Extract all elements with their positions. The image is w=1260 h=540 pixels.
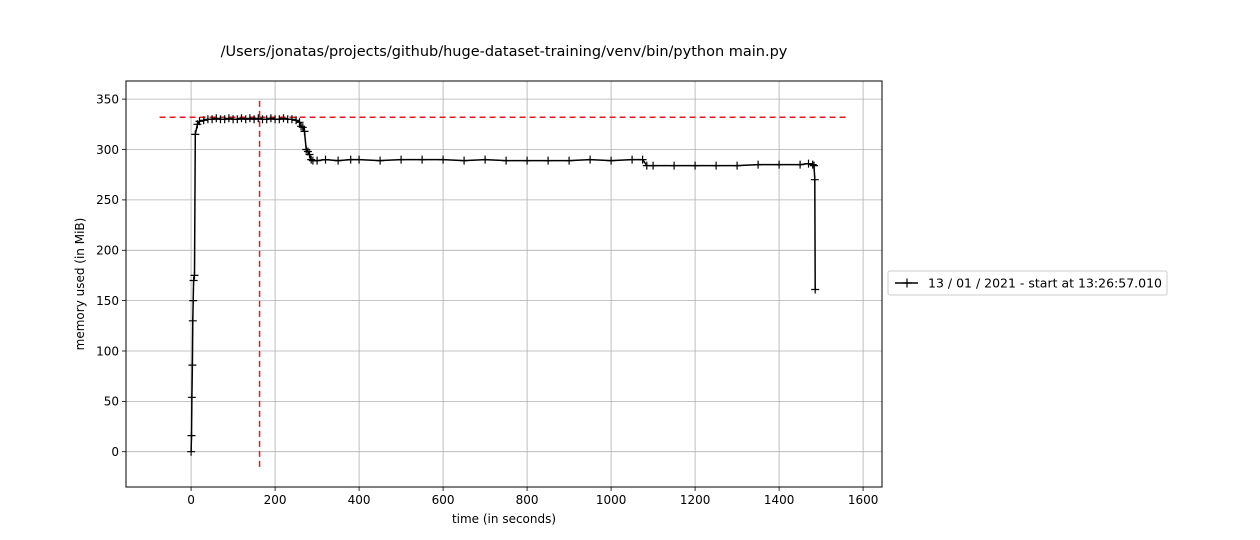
series-point bbox=[187, 393, 196, 402]
series-point bbox=[188, 316, 197, 325]
series-point bbox=[418, 155, 427, 164]
series-point bbox=[266, 114, 275, 123]
series-point bbox=[775, 160, 784, 169]
series-point bbox=[297, 122, 306, 131]
series-point bbox=[189, 296, 198, 305]
series-point bbox=[313, 156, 322, 165]
series-point bbox=[321, 155, 330, 164]
series-point bbox=[670, 161, 679, 170]
x-tick-label: 600 bbox=[432, 493, 455, 507]
series-point bbox=[241, 115, 250, 124]
series-layer bbox=[187, 114, 820, 456]
series-point bbox=[254, 114, 263, 123]
series-point bbox=[191, 130, 200, 139]
y-tick-label: 150 bbox=[96, 294, 119, 308]
plot-frame bbox=[125, 80, 883, 488]
series-point bbox=[292, 116, 301, 125]
series-point bbox=[224, 114, 233, 123]
x-tick-label: 200 bbox=[264, 493, 287, 507]
series-point bbox=[810, 161, 818, 170]
x-tick-label: 1400 bbox=[764, 493, 795, 507]
y-axis: 0 50 100 150 200 250 300 350 bbox=[96, 92, 126, 459]
series-point bbox=[544, 156, 553, 165]
series-point bbox=[245, 114, 254, 123]
series-point bbox=[300, 127, 309, 136]
series-point bbox=[237, 114, 246, 123]
series-point bbox=[212, 114, 221, 123]
series-point bbox=[796, 160, 805, 169]
series-point bbox=[481, 155, 490, 164]
series-point bbox=[810, 175, 819, 184]
y-tick-label: 300 bbox=[96, 143, 119, 157]
series-point bbox=[346, 155, 355, 164]
series-point bbox=[811, 285, 820, 294]
series-point bbox=[355, 155, 364, 164]
x-tick-label: 800 bbox=[516, 493, 539, 507]
series-point bbox=[376, 156, 385, 165]
legend: 13 / 01 / 2021 - start at 13:26:57.010 bbox=[887, 270, 1168, 296]
series-point bbox=[233, 115, 242, 124]
series-point bbox=[523, 156, 532, 165]
series-point bbox=[804, 159, 813, 168]
series-point bbox=[305, 150, 314, 159]
x-tick-label: 0 bbox=[187, 493, 195, 507]
grid bbox=[126, 81, 882, 487]
legend-marker bbox=[902, 278, 912, 288]
series-point bbox=[607, 156, 616, 165]
series-point bbox=[808, 160, 817, 169]
x-axis: 0 200 400 600 800 1000 1200 1400 1600 bbox=[187, 487, 878, 507]
x-tick-label: 1600 bbox=[848, 493, 879, 507]
y-tick-label: 0 bbox=[111, 445, 119, 459]
y-tick-label: 100 bbox=[96, 344, 119, 358]
legend-frame bbox=[887, 270, 1168, 296]
series-point bbox=[691, 161, 700, 170]
series-point bbox=[188, 361, 197, 370]
series-point bbox=[189, 276, 198, 285]
series-point bbox=[287, 115, 296, 124]
x-axis-label: time (in seconds) bbox=[452, 512, 556, 526]
series-point bbox=[295, 118, 304, 127]
series-point bbox=[754, 160, 763, 169]
series-point bbox=[199, 116, 208, 125]
series-point bbox=[187, 447, 196, 456]
series-point bbox=[334, 156, 343, 165]
y-tick-label: 250 bbox=[96, 193, 119, 207]
y-axis-label: memory used (in MiB) bbox=[73, 218, 87, 351]
series-point bbox=[190, 271, 199, 280]
series-point bbox=[649, 161, 658, 170]
series-point bbox=[712, 161, 721, 170]
series-point bbox=[262, 115, 271, 124]
series-point bbox=[302, 145, 311, 154]
series-point bbox=[733, 161, 742, 170]
series-point bbox=[279, 114, 288, 123]
series-point bbox=[439, 155, 448, 164]
x-tick-label: 1000 bbox=[596, 493, 627, 507]
y-tick-label: 50 bbox=[104, 395, 119, 409]
series-point bbox=[187, 431, 196, 440]
series-point bbox=[208, 115, 217, 124]
series-point bbox=[275, 115, 284, 124]
y-tick-label: 200 bbox=[96, 244, 119, 258]
series-point bbox=[586, 155, 595, 164]
series-point bbox=[220, 115, 229, 124]
series-point bbox=[565, 156, 574, 165]
series-point bbox=[298, 123, 307, 132]
series-point bbox=[502, 156, 511, 165]
legend-entry-label: 13 / 01 / 2021 - start at 13:26:57.010 bbox=[928, 276, 1162, 291]
y-tick-label: 350 bbox=[96, 92, 119, 106]
series-point bbox=[460, 156, 469, 165]
series-point bbox=[628, 155, 637, 164]
series-point bbox=[397, 155, 406, 164]
series-point bbox=[307, 155, 316, 164]
series-point bbox=[250, 115, 259, 124]
reference-lines bbox=[159, 97, 847, 467]
x-tick-label: 1200 bbox=[680, 493, 711, 507]
series-point bbox=[638, 155, 647, 164]
x-tick-label: 400 bbox=[348, 493, 371, 507]
chart-title: /Users/jonatas/projects/github/huge-data… bbox=[221, 44, 788, 60]
series-point bbox=[195, 117, 204, 126]
